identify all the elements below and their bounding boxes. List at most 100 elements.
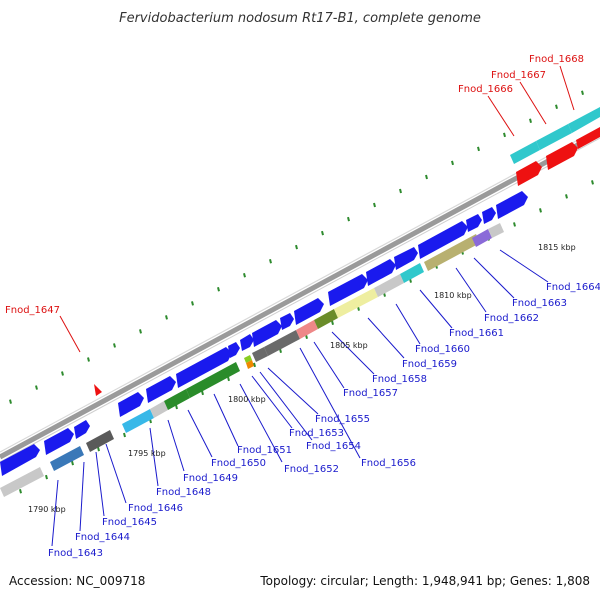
gene-label[interactable]: Fnod_1663	[512, 298, 567, 309]
genome-summary-text: Topology: circular; Length: 1,948,941 bp…	[259, 574, 590, 588]
tick-mark	[87, 357, 90, 362]
gene-label[interactable]: Fnod_1666	[458, 84, 513, 95]
gene-label[interactable]: Fnod_1667	[491, 70, 546, 81]
gene-arrow[interactable]	[228, 342, 240, 358]
gene-label[interactable]: Fnod_1650	[211, 458, 266, 469]
gene-label[interactable]: Fnod_1659	[402, 359, 457, 370]
gene-arrow[interactable]	[74, 420, 90, 439]
leader-line	[79, 461, 85, 532]
gene-arrow[interactable]	[44, 428, 74, 455]
gene-arrow[interactable]	[240, 334, 254, 351]
gene-label[interactable]: Fnod_1661	[449, 328, 504, 339]
gene-arrow[interactable]	[516, 161, 542, 186]
tick-mark	[97, 446, 100, 452]
gene-block[interactable]	[400, 263, 424, 283]
gene-block[interactable]	[536, 124, 572, 150]
gene-arrow[interactable]	[496, 191, 528, 219]
gene-label[interactable]: Fnod_1648	[156, 487, 211, 498]
leader-line	[59, 315, 81, 353]
gene-arrow[interactable]	[482, 207, 496, 224]
gene-block[interactable]	[246, 360, 254, 369]
kbp-marker: 1810 kbp	[434, 291, 472, 300]
gene-arrow[interactable]	[466, 214, 482, 232]
gene-block[interactable]	[472, 229, 492, 247]
gene-block[interactable]	[334, 288, 378, 318]
gene-arrow[interactable]	[328, 274, 368, 306]
leader-line	[487, 95, 515, 137]
gene-arrow[interactable]	[546, 142, 578, 170]
leader-line	[313, 341, 345, 389]
tick-marks	[9, 90, 594, 494]
gene-label[interactable]: Fnod_1656	[361, 458, 416, 469]
gene-label[interactable]: Fnod_1653	[289, 428, 344, 439]
gene-block[interactable]	[150, 401, 168, 418]
gene-label[interactable]: Fnod_1644	[75, 532, 130, 543]
tick-mark	[113, 343, 116, 348]
kbp-marker: 1800 kbp	[228, 395, 266, 404]
gene-block[interactable]	[252, 347, 268, 362]
gene-block[interactable]	[264, 330, 300, 356]
gene-block[interactable]	[50, 446, 84, 471]
gene-arrow[interactable]	[294, 298, 324, 325]
gene-block[interactable]	[568, 107, 600, 133]
gene-arrow[interactable]	[280, 313, 294, 330]
gene-label[interactable]: Fnod_1647	[5, 305, 60, 316]
leader-line	[473, 257, 515, 299]
gene-arrow[interactable]	[252, 320, 282, 347]
leader-line	[251, 375, 293, 429]
gene-label[interactable]: Fnod_1662	[484, 313, 539, 324]
gene-block[interactable]	[374, 274, 404, 297]
tick-mark	[399, 188, 402, 194]
gene-block[interactable]	[510, 141, 540, 164]
gene-block[interactable]	[424, 234, 480, 271]
tick-mark	[9, 399, 12, 404]
gene-label[interactable]: Fnod_1664	[546, 282, 600, 293]
gene-arrow[interactable]	[418, 221, 468, 259]
tick-mark	[227, 376, 230, 382]
tick-mark	[61, 371, 64, 376]
gene-block[interactable]	[186, 362, 240, 398]
kbp-marker: 1815 kbp	[538, 243, 576, 252]
leader-line	[105, 443, 127, 504]
gene-label[interactable]: Fnod_1651	[237, 445, 292, 456]
leader-line	[267, 367, 319, 415]
leader-line	[239, 383, 283, 463]
tick-mark	[581, 90, 584, 95]
gene-label[interactable]: Fnod_1646	[128, 503, 183, 514]
tick-mark	[191, 301, 194, 306]
tick-mark	[201, 390, 204, 396]
gene-label[interactable]: Fnod_1645	[102, 517, 157, 528]
gene-arrow[interactable]	[176, 347, 232, 388]
tick-mark	[165, 315, 168, 320]
tick-mark	[503, 132, 506, 138]
leader-line	[499, 249, 549, 283]
gene-arrow[interactable]	[146, 376, 176, 403]
gene-arrow[interactable]	[118, 392, 144, 417]
gene-arrow[interactable]	[0, 444, 40, 476]
gene-arrow[interactable]	[394, 247, 418, 270]
gene-label[interactable]: Fnod_1649	[183, 473, 238, 484]
gene-block[interactable]	[164, 389, 190, 410]
gene-label[interactable]: Fnod_1643	[48, 548, 103, 559]
gene-block[interactable]	[86, 430, 114, 452]
gene-block[interactable]	[488, 223, 504, 238]
accession-text: Accession: NC_009718	[9, 574, 145, 588]
gene-label[interactable]: Fnod_1658	[372, 374, 427, 385]
gene-label[interactable]: Fnod_1657	[343, 388, 398, 399]
gene-label[interactable]: Fnod_1654	[306, 441, 361, 452]
gene-block[interactable]	[296, 320, 318, 339]
tick-mark	[35, 385, 38, 390]
position-marker[interactable]	[94, 384, 102, 396]
gene-label[interactable]: Fnod_1652	[284, 464, 339, 475]
tick-mark	[45, 474, 48, 480]
gene-label[interactable]: Fnod_1655	[315, 414, 370, 425]
gene-arrow[interactable]	[366, 259, 396, 286]
gene-arrow[interactable]	[576, 127, 600, 149]
gene-block[interactable]	[0, 467, 44, 497]
kbp-marker: 1790 kbp	[28, 505, 66, 514]
gene-block[interactable]	[314, 309, 338, 329]
gene-block[interactable]	[122, 409, 154, 433]
tick-mark	[347, 216, 350, 222]
gene-label[interactable]: Fnod_1660	[415, 344, 470, 355]
gene-label[interactable]: Fnod_1668	[529, 54, 584, 65]
